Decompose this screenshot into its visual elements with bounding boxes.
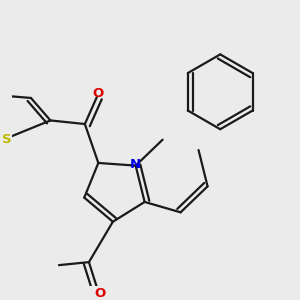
Text: O: O <box>95 287 106 300</box>
Text: O: O <box>92 87 104 100</box>
Text: N: N <box>130 158 141 171</box>
Text: S: S <box>2 133 11 146</box>
